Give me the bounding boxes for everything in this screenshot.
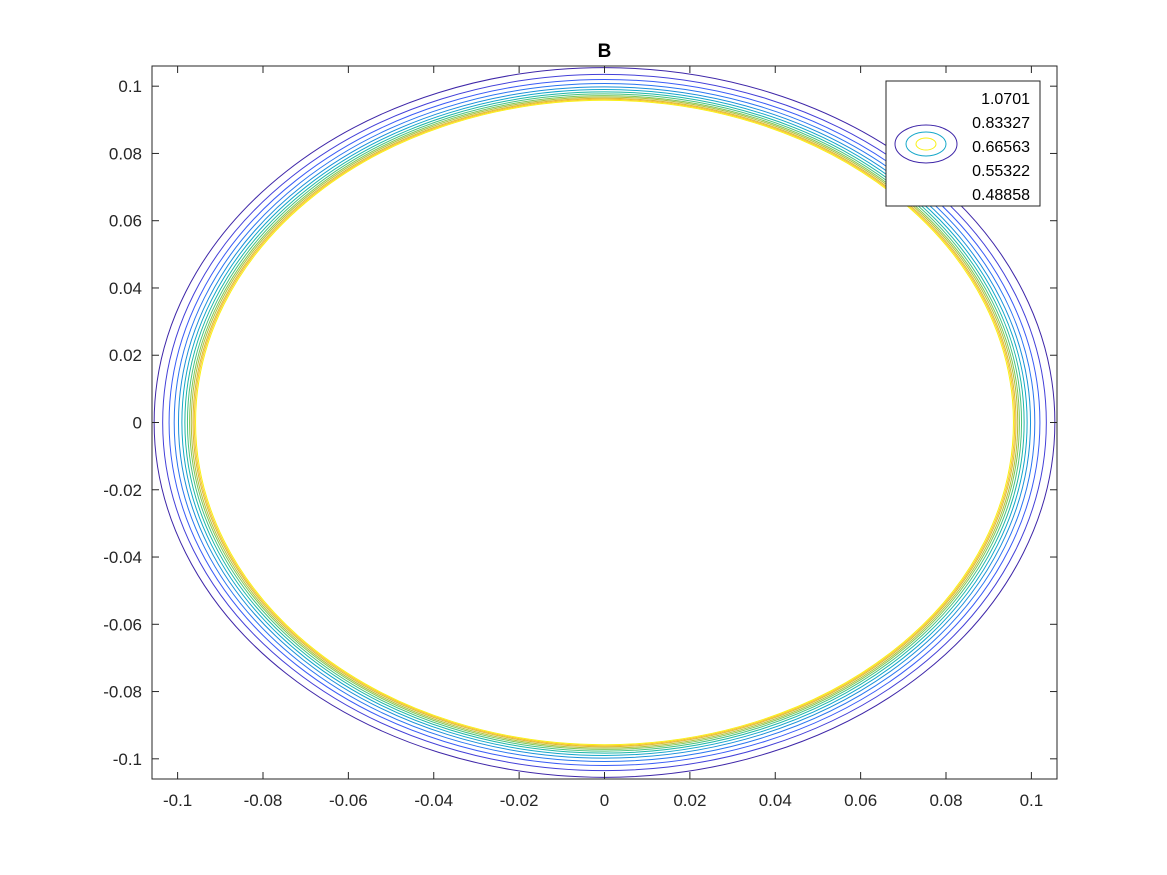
contour-lines [153,67,1056,778]
y-tick-label: -0.1 [113,750,142,769]
y-tick-label: -0.02 [103,481,142,500]
contour-line [186,93,1023,752]
contour-line [168,78,1041,767]
y-tick-label: -0.06 [103,615,142,634]
contour-line [177,86,1032,759]
legend-entry: 0.66563 [972,139,1030,156]
x-tick-label: 0 [600,791,609,810]
chart-title: B [598,41,612,62]
y-tick-label: 0 [133,414,142,433]
legend-icon-ellipse [894,124,958,164]
contour-line [184,91,1025,754]
x-tick-label: 0.06 [844,791,877,810]
x-tick-label: -0.02 [500,791,539,810]
y-tick-label: -0.08 [103,683,142,702]
contour-line [192,97,1017,748]
x-tick-label: 0.02 [673,791,706,810]
legend-entry: 1.0701 [981,91,1030,108]
legend-entry: 0.48858 [972,187,1030,204]
y-tick-label: 0.02 [109,346,142,365]
legend-icon-ellipse [905,131,947,157]
contour-line [190,96,1019,749]
x-tick-label: -0.1 [163,791,192,810]
legend: 1.0701 0.83327 0.66563 0.55322 0.48858 [885,80,1041,207]
axes-box [151,65,1058,780]
x-tick-label: -0.04 [414,791,453,810]
x-tick-label: 0.04 [759,791,792,810]
axis-ticks: -0.1 -0.08 -0.06 -0.04 -0.02 0 0.02 0.04 0.06 0.0… [103,66,1057,810]
contour-line [195,99,1014,746]
contour-line [193,98,1016,747]
x-tick-label: -0.06 [329,791,368,810]
y-tick-label: 0.1 [118,77,142,96]
x-tick-label: 0.08 [929,791,962,810]
y-tick-label: 0.08 [109,144,142,163]
contour-line [189,95,1020,750]
y-tick-label: 0.06 [109,212,142,231]
legend-contour-icon [894,124,958,164]
y-tick-label: -0.04 [103,548,142,567]
y-tick-label: 0.04 [109,279,142,298]
legend-box [885,80,1041,207]
x-tick-label: -0.08 [244,791,283,810]
legend-icon-ellipse [915,137,937,151]
contour-line [162,73,1047,772]
contour-line [181,89,1028,756]
x-tick-label: 0.1 [1020,791,1044,810]
legend-entry: 0.83327 [972,115,1030,132]
legend-entry: 0.55322 [972,163,1030,180]
contour-line [173,82,1036,763]
legend-labels: 1.0701 0.83327 0.66563 0.55322 0.48858 [972,91,1030,204]
